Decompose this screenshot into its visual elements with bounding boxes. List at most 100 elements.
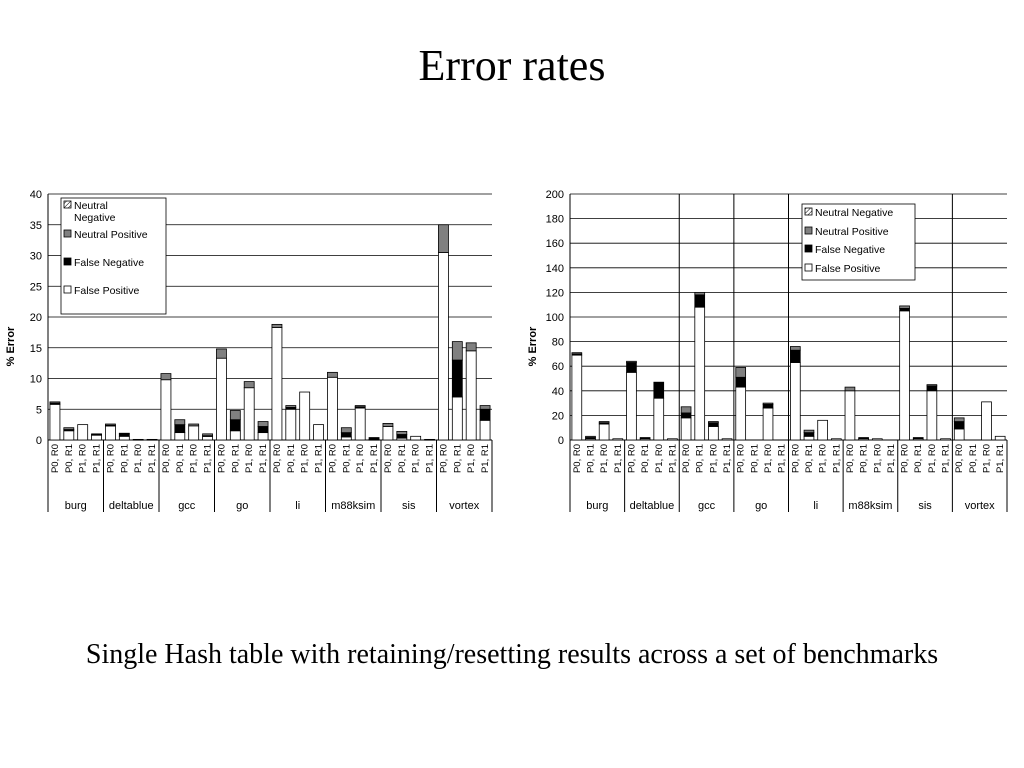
y-tick-label: 140 bbox=[546, 263, 564, 275]
bar-neutral-positive bbox=[479, 405, 491, 410]
bar-neutral-positive bbox=[803, 429, 815, 434]
bar-false-positive bbox=[817, 419, 828, 441]
category-tick-label: P0, R1 bbox=[397, 444, 408, 473]
bar-false-positive bbox=[735, 386, 747, 441]
category-tick-label: P0, R0 bbox=[845, 444, 856, 473]
category-tick-label: P1, R0 bbox=[654, 444, 665, 473]
bar-neutral-positive bbox=[257, 421, 269, 427]
bar-neutral-positive bbox=[396, 430, 408, 435]
y-tick-label: 80 bbox=[552, 337, 564, 349]
category-tick-label: P1, R1 bbox=[480, 444, 491, 473]
y-tick-label: 0 bbox=[36, 435, 42, 447]
category-tick-label: P1, R1 bbox=[369, 444, 380, 473]
bar-neutral-positive bbox=[680, 406, 692, 414]
category-tick-label: P1, R1 bbox=[995, 444, 1006, 473]
bar-false-positive bbox=[981, 401, 992, 441]
legend-label: Negative bbox=[74, 212, 116, 224]
y-tick-label: 60 bbox=[552, 361, 564, 373]
bar-neutral-positive bbox=[271, 323, 283, 328]
bar-neutral-positive bbox=[229, 410, 241, 421]
legend-swatch bbox=[804, 207, 813, 216]
category-tick-label: P0, R0 bbox=[216, 444, 227, 473]
bar-neutral-positive bbox=[160, 373, 172, 381]
category-tick-label: P1, R1 bbox=[667, 444, 678, 473]
bar-neutral-positive bbox=[327, 371, 338, 378]
category-tick-label: P1, R1 bbox=[941, 444, 952, 473]
category-tick-label: P0, R1 bbox=[175, 444, 186, 473]
bar-false-positive bbox=[721, 438, 733, 441]
legend-label: False Negative bbox=[74, 257, 144, 269]
legend-swatch bbox=[804, 244, 813, 253]
slide-title: Error rates bbox=[418, 41, 606, 90]
group-label: li bbox=[295, 500, 300, 512]
legend-label: False Positive bbox=[74, 285, 140, 297]
bar-false-negative bbox=[926, 385, 938, 392]
bar-false-positive bbox=[424, 438, 435, 441]
category-tick-label: P0, R1 bbox=[585, 444, 596, 473]
category-tick-label: P0, R0 bbox=[105, 444, 116, 473]
category-tick-label: P1, R1 bbox=[722, 444, 733, 473]
category-tick-label: P1, R1 bbox=[613, 444, 624, 473]
category-tick-label: P1, R1 bbox=[886, 444, 897, 473]
group-label: gcc bbox=[698, 500, 716, 512]
legend-swatch bbox=[804, 226, 813, 235]
bar-neutral-positive bbox=[49, 401, 61, 404]
y-tick-label: 35 bbox=[30, 220, 42, 232]
group-label: li bbox=[813, 500, 818, 512]
legend-label: Neutral Positive bbox=[815, 226, 889, 238]
category-tick-label: P0, R0 bbox=[50, 444, 61, 473]
bar-false-negative bbox=[694, 294, 706, 308]
category-tick-label: P1, R0 bbox=[411, 444, 422, 473]
category-tick-label: P0, R1 bbox=[64, 444, 75, 473]
bar-neutral-positive bbox=[571, 352, 583, 355]
y-tick-label: 25 bbox=[30, 281, 42, 293]
bar-neutral-positive bbox=[465, 342, 477, 352]
bar-false-positive bbox=[953, 428, 965, 441]
bar-false-negative bbox=[653, 381, 665, 399]
group-label: m88ksim bbox=[848, 500, 892, 512]
bar-false-negative bbox=[368, 437, 380, 440]
category-tick-label: P0, R0 bbox=[954, 444, 965, 473]
category-tick-label: P0, R0 bbox=[161, 444, 172, 473]
bar-false-positive bbox=[708, 426, 719, 441]
legend-swatch bbox=[63, 257, 72, 266]
legend-swatch bbox=[804, 263, 813, 272]
bar-false-positive bbox=[803, 435, 815, 441]
bar-neutral-positive bbox=[340, 427, 352, 434]
legend-box bbox=[801, 203, 916, 281]
category-tick-label: P1, R0 bbox=[244, 444, 255, 473]
bar-false-negative bbox=[858, 437, 869, 440]
bar-neutral-positive bbox=[216, 348, 227, 359]
bar-neutral-positive bbox=[188, 423, 200, 427]
y-tick-label: 40 bbox=[30, 189, 42, 201]
bar-neutral-positive bbox=[63, 427, 75, 430]
bar-neutral-positive bbox=[354, 405, 366, 408]
chart-legend: Neutral Negative Neutral Positive False Ne… bbox=[801, 203, 916, 281]
y-tick-label: 15 bbox=[30, 343, 42, 355]
category-tick-label: P1, R0 bbox=[300, 444, 311, 473]
category-tick-label: P1, R1 bbox=[203, 444, 214, 473]
bar-false-positive bbox=[612, 438, 624, 441]
category-tick-label: P1, R1 bbox=[831, 444, 842, 473]
category-tick-label: P0, R1 bbox=[859, 444, 870, 473]
bar-neutral-positive bbox=[382, 422, 394, 427]
bar-false-positive bbox=[694, 306, 706, 441]
group-label: sis bbox=[402, 500, 416, 512]
category-tick-label: P0, R1 bbox=[913, 444, 924, 473]
group-label: vortex bbox=[449, 500, 479, 512]
legend-label: Neutral Negative bbox=[815, 207, 893, 219]
group-label: m88ksim bbox=[331, 500, 375, 512]
category-tick-label: P1, R0 bbox=[763, 444, 774, 473]
category-tick-label: P0, R0 bbox=[790, 444, 801, 473]
y-axis-label: % Error bbox=[5, 326, 17, 366]
bar-neutral-positive bbox=[118, 432, 130, 435]
bar-false-negative bbox=[790, 349, 801, 363]
bar-false-positive bbox=[598, 423, 610, 441]
category-tick-label: P0, R0 bbox=[327, 444, 338, 473]
category-tick-label: P1, R1 bbox=[314, 444, 325, 473]
category-tick-label: P0, R0 bbox=[736, 444, 747, 473]
bar-neutral-positive bbox=[735, 367, 747, 378]
category-tick-label: P0, R0 bbox=[272, 444, 283, 473]
